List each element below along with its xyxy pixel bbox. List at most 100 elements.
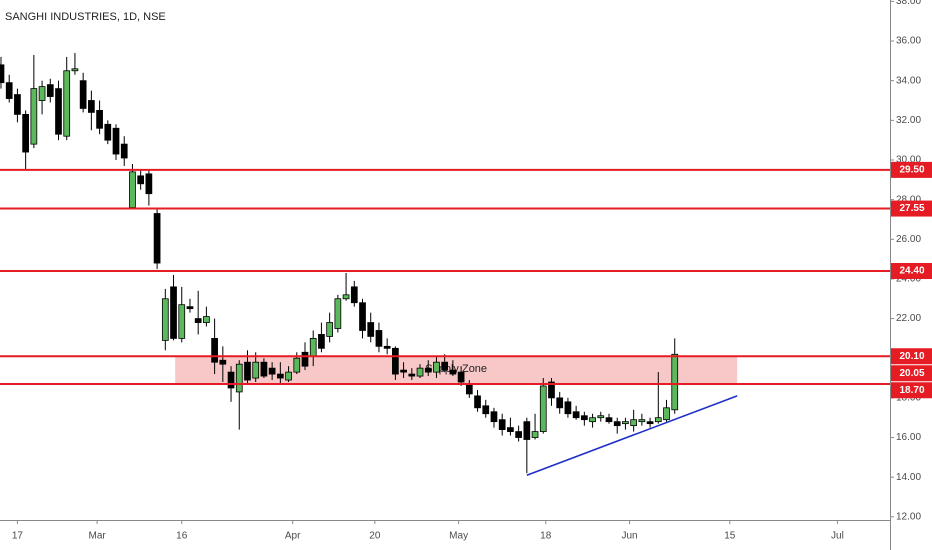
candle-body xyxy=(359,302,366,331)
candle-body xyxy=(408,373,416,377)
candle-body xyxy=(523,421,531,440)
candle-body xyxy=(161,298,169,341)
candle-body xyxy=(301,351,309,367)
candle-body xyxy=(268,367,276,375)
y-tick-label: 32.00 xyxy=(896,115,921,126)
candle-body xyxy=(285,371,292,381)
candle-body xyxy=(244,361,251,381)
candle-body xyxy=(14,94,21,115)
candle-body xyxy=(548,381,555,399)
y-tick-label: 16.00 xyxy=(896,432,921,443)
candle-body xyxy=(96,110,103,129)
x-tick-label: May xyxy=(449,531,468,542)
candle-body xyxy=(342,294,350,300)
y-tick-label: 28.00 xyxy=(896,194,921,205)
candle-body xyxy=(465,383,473,395)
candle-body xyxy=(203,316,210,323)
y-tick-label: 12.00 xyxy=(896,511,921,522)
candle-body xyxy=(63,70,71,137)
candle-body xyxy=(137,175,145,185)
candle-body xyxy=(309,338,317,357)
candle-body xyxy=(441,361,449,371)
candle-body xyxy=(38,86,46,101)
candle-body xyxy=(145,173,153,195)
trendline xyxy=(526,395,738,476)
chart-title: SANGHI INDUSTRIES, 1D, NSE xyxy=(5,11,166,23)
candle-body xyxy=(663,407,670,421)
y-tick-label: 24.00 xyxy=(896,274,921,285)
x-tick-label: Jun xyxy=(621,531,637,542)
candle-body xyxy=(392,347,399,375)
candle-body xyxy=(71,68,79,72)
candle-body xyxy=(490,411,498,423)
y-tick-label: 34.00 xyxy=(896,75,921,86)
y-tick-label: 22.00 xyxy=(896,313,921,324)
candle-body xyxy=(589,417,596,423)
candle-body xyxy=(170,286,177,339)
candle-body xyxy=(186,306,194,310)
candle-body xyxy=(55,88,62,135)
x-tick-label: 16 xyxy=(176,531,188,542)
candle-body xyxy=(580,415,588,421)
candle-body xyxy=(556,397,564,409)
candle-body xyxy=(260,361,268,377)
candle-body xyxy=(79,80,87,109)
candle-body xyxy=(449,369,457,375)
candle-body xyxy=(153,213,161,264)
candle-body xyxy=(375,330,383,347)
candle-body xyxy=(5,82,13,99)
candle-body xyxy=(367,322,375,337)
candle-body xyxy=(22,113,29,153)
candle-body xyxy=(120,143,128,159)
candle-body xyxy=(654,417,662,423)
candle-body xyxy=(350,286,358,304)
candle-body xyxy=(227,371,235,389)
candle-body xyxy=(622,421,629,425)
candle-body xyxy=(219,359,227,365)
x-tick-label: Mar xyxy=(89,531,107,542)
y-tick-label: 14.00 xyxy=(896,472,921,483)
candle-body xyxy=(671,353,679,411)
candle-body xyxy=(613,421,621,427)
candle-body xyxy=(0,64,5,84)
candle-body xyxy=(416,367,424,377)
y-tick-label: 26.00 xyxy=(896,234,921,245)
candle-body xyxy=(129,171,136,208)
price-tag-label: 20.10 xyxy=(899,351,924,362)
candle-body xyxy=(326,322,333,337)
price-tag xyxy=(891,382,932,399)
candle-body xyxy=(457,371,465,383)
x-tick-label: Apr xyxy=(285,531,301,542)
candle-body xyxy=(474,395,481,409)
candle-body xyxy=(211,338,218,363)
price-tag-label: 20.05 xyxy=(899,368,924,379)
candle-body xyxy=(252,361,260,379)
candle-body xyxy=(46,84,54,97)
candle-body xyxy=(597,415,605,419)
x-tick-label: 20 xyxy=(369,531,381,542)
price-tag-label: 29.50 xyxy=(899,165,924,176)
candle-body xyxy=(572,411,580,419)
candle-body xyxy=(30,88,38,145)
candle-body xyxy=(194,318,202,323)
price-tag xyxy=(891,348,932,365)
candle-body xyxy=(564,401,572,415)
candle-body xyxy=(400,369,407,373)
candle-body xyxy=(235,363,243,393)
candle-body xyxy=(88,100,95,113)
price-tag xyxy=(891,200,932,217)
candle-body xyxy=(293,357,301,373)
candle-body xyxy=(507,427,514,432)
price-tag xyxy=(891,263,932,280)
x-tick-label: 18 xyxy=(540,531,552,542)
candle-body xyxy=(482,405,490,415)
candle-body xyxy=(531,431,539,438)
candle-body xyxy=(383,345,391,349)
x-tick-label: 15 xyxy=(724,531,736,542)
candle-body xyxy=(498,419,506,430)
candle-body xyxy=(178,304,186,339)
candle-body xyxy=(424,367,432,373)
price-tag-label: 18.70 xyxy=(899,385,924,396)
